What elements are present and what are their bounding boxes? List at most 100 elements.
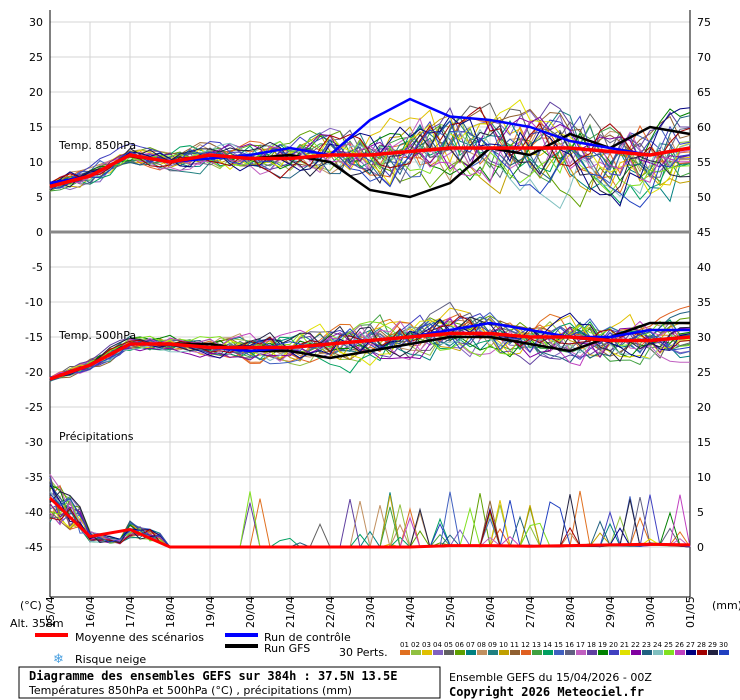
- t500-member-line-23: [49, 311, 691, 382]
- left-tick-label: -25: [25, 401, 43, 414]
- altitude-label: Alt. 358m: [10, 617, 64, 630]
- footer-copyright: Copyright 2026 Meteociel.fr: [449, 685, 644, 699]
- left-tick-label: -15: [25, 331, 43, 344]
- footer-subtitle: Températures 850hPa et 500hPa (°C) , pré…: [28, 684, 352, 697]
- right-tick-label: 30: [697, 331, 711, 344]
- left-tick-label: 25: [29, 51, 43, 64]
- right-tick-label: 45: [697, 226, 711, 239]
- member-id-label: 27: [686, 641, 695, 649]
- member-legend: 01 02 03 04 05 06 07 08 09 10 11 12 13 14 15 16 17 18 19 20…: [400, 641, 729, 655]
- left-tick-label: 10: [29, 156, 43, 169]
- legend-gfs-label: Run GFS: [264, 642, 310, 655]
- member-swatch-09: [488, 650, 498, 655]
- date-tick-label: 19/04: [204, 596, 217, 628]
- t850-mean-line: [49, 146, 691, 189]
- member-id-label: 17: [576, 641, 585, 649]
- member-swatch-17: [576, 650, 586, 655]
- t850-member-line-20: [49, 115, 691, 186]
- member-swatch-23: [642, 650, 652, 655]
- member-id-label: 16: [565, 641, 574, 649]
- right-tick-label: 55: [697, 156, 711, 169]
- date-tick-label: 17/04: [124, 596, 137, 628]
- member-id-label: 29: [708, 641, 717, 649]
- member-swatch-05: [444, 650, 454, 655]
- date-tick-label: 15/04: [44, 596, 57, 628]
- panel-label-t500: Temp. 500hPa: [58, 329, 136, 342]
- member-swatch-20: [609, 650, 619, 655]
- right-tick-label: 75: [697, 16, 711, 29]
- member-id-label: 22: [631, 641, 640, 649]
- left-tick-label: 5: [36, 191, 43, 204]
- member-swatch-27: [686, 650, 696, 655]
- member-swatch-01: [400, 650, 410, 655]
- member-id-label: 08: [477, 641, 486, 649]
- legend-control-label: Run de contrôle: [264, 631, 351, 644]
- date-tick-label: 16/04: [84, 596, 97, 628]
- right-tick-label: 5: [697, 506, 704, 519]
- t500-member-line-25: [49, 320, 691, 380]
- right-tick-label: 25: [697, 366, 711, 379]
- right-tick-label: 70: [697, 51, 711, 64]
- t850-member-line-29: [49, 124, 691, 197]
- member-id-label: 30: [719, 641, 728, 649]
- member-swatch-03: [422, 650, 432, 655]
- member-swatch-02: [411, 650, 421, 655]
- member-swatch-29: [708, 650, 718, 655]
- member-swatch-06: [455, 650, 465, 655]
- member-swatch-10: [499, 650, 509, 655]
- chart-series: [48, 97, 691, 549]
- member-swatch-04: [433, 650, 443, 655]
- member-id-label: 11: [510, 641, 519, 649]
- member-id-label: 12: [521, 641, 530, 649]
- t500-mean-line: [49, 331, 691, 381]
- member-id-label: 25: [664, 641, 673, 649]
- date-tick-label: 29/04: [604, 596, 617, 628]
- left-unit-label: (°C): [20, 599, 42, 612]
- right-tick-label: 40: [697, 261, 711, 274]
- member-id-label: 06: [455, 641, 464, 649]
- member-id-label: 23: [642, 641, 651, 649]
- right-tick-label: 10: [697, 471, 711, 484]
- member-swatch-21: [620, 650, 630, 655]
- left-tick-label: -10: [25, 296, 43, 309]
- legend-perts-label: 30 Perts.: [339, 646, 388, 659]
- member-swatch-12: [521, 650, 531, 655]
- member-swatch-08: [477, 650, 487, 655]
- left-tick-label: -40: [25, 506, 43, 519]
- date-tick-label: 30/04: [644, 596, 657, 628]
- member-id-label: 04: [433, 641, 442, 649]
- member-swatch-28: [697, 650, 707, 655]
- left-tick-label: -35: [25, 471, 43, 484]
- right-tick-label: 20: [697, 401, 711, 414]
- member-id-label: 09: [488, 641, 497, 649]
- right-tick-label: 15: [697, 436, 711, 449]
- member-id-label: 13: [532, 641, 541, 649]
- member-swatch-30: [719, 650, 729, 655]
- snowflake-icon: ❄: [53, 652, 64, 667]
- member-id-label: 20: [609, 641, 618, 649]
- precip-mean-line: [48, 496, 691, 549]
- panel-label-t850: Temp. 850hPa: [58, 139, 136, 152]
- legend-mean-label: Moyenne des scénarios: [75, 631, 204, 644]
- legend-snow-label: Risque neige: [75, 653, 146, 666]
- member-swatch-13: [532, 650, 542, 655]
- right-tick-label: 60: [697, 121, 711, 134]
- left-tick-label: 15: [29, 121, 43, 134]
- member-id-label: 05: [444, 641, 453, 649]
- member-id-label: 14: [543, 641, 552, 649]
- member-id-label: 24: [653, 641, 662, 649]
- right-tick-label: 0: [697, 541, 704, 554]
- date-tick-label: 26/04: [484, 596, 497, 628]
- right-tick-label: 65: [697, 86, 711, 99]
- legend-control-swatch: [225, 633, 258, 637]
- member-id-label: 15: [554, 641, 563, 649]
- member-swatch-07: [466, 650, 476, 655]
- date-tick-label: 20/04: [244, 596, 257, 628]
- left-tick-label: 30: [29, 16, 43, 29]
- member-swatch-16: [565, 650, 575, 655]
- date-tick-label: 25/04: [444, 596, 457, 628]
- member-id-label: 19: [598, 641, 607, 649]
- date-tick-label: 24/04: [404, 596, 417, 628]
- footer-title: Diagramme des ensembles GEFS sur 384h : …: [29, 669, 397, 683]
